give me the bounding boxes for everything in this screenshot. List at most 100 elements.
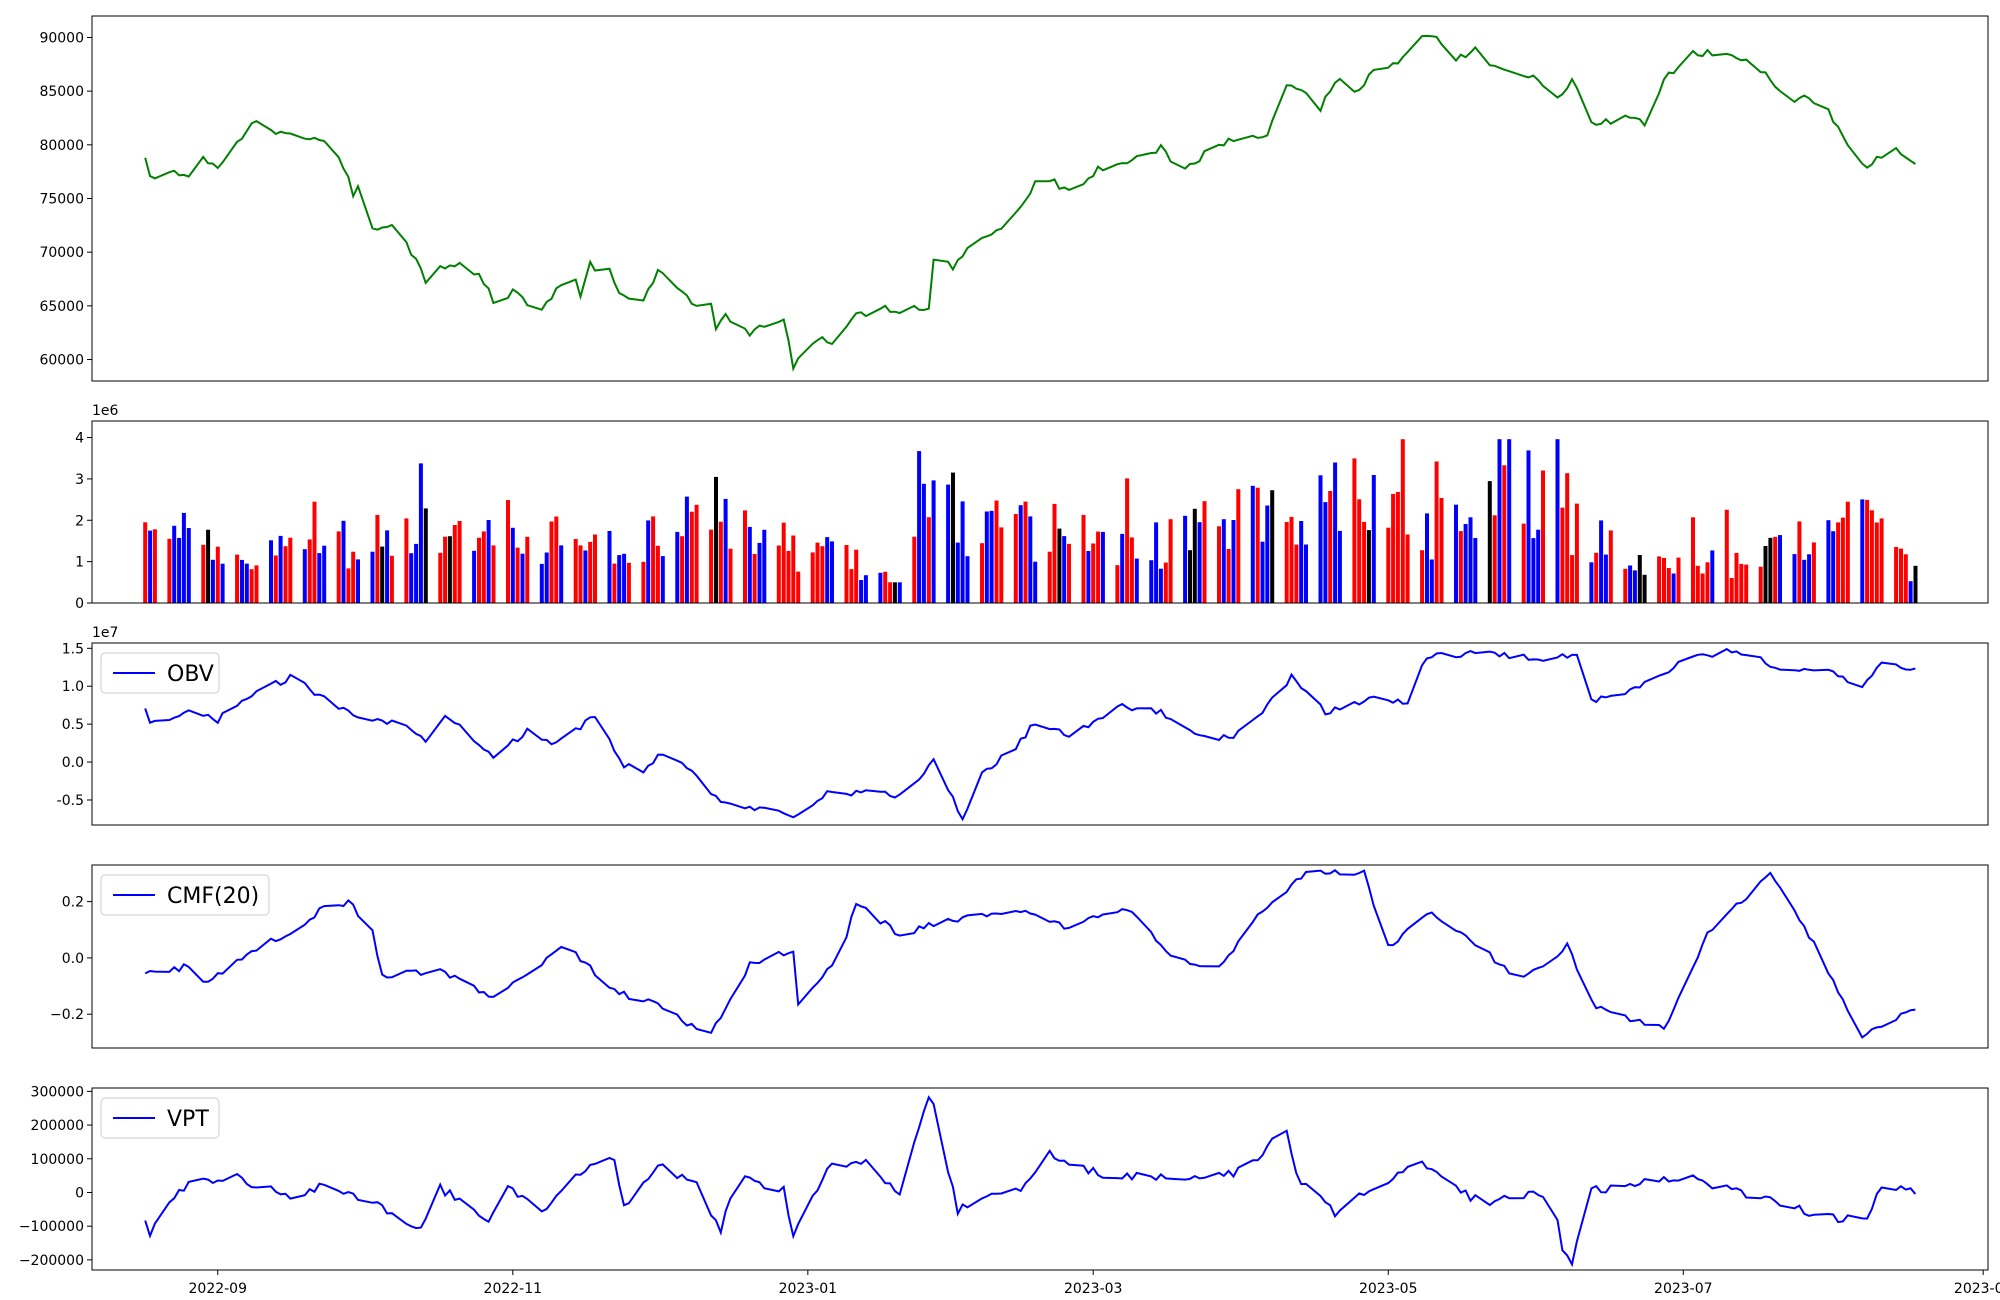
- volume-bar: [1603, 554, 1608, 603]
- axis-offset-label: 1e7: [92, 625, 118, 641]
- volume-bar: [148, 530, 153, 603]
- volume-bar: [1555, 439, 1560, 603]
- volume-bar: [1807, 554, 1812, 603]
- volume-bar: [1691, 517, 1695, 603]
- volume-bar: [994, 500, 999, 603]
- volume-bar: [786, 551, 791, 603]
- axes-frame: [91, 15, 1989, 382]
- volume-bar: [723, 498, 728, 603]
- legend-label: CMF(20): [167, 884, 259, 909]
- volume-bar: [1739, 563, 1744, 603]
- volume-bar: [1773, 536, 1778, 603]
- volume-bar: [646, 520, 651, 603]
- volume-bar: [607, 531, 612, 603]
- volume-bar: [714, 476, 718, 603]
- volume-bar: [1294, 544, 1299, 603]
- volume-bar: [1323, 502, 1328, 603]
- y-tick-label: 60000: [39, 353, 84, 369]
- volume-bar: [423, 508, 428, 603]
- volume-bar: [1333, 462, 1338, 603]
- volume-bar: [244, 563, 249, 603]
- volume-bar: [854, 549, 859, 603]
- volume-bar: [622, 553, 627, 603]
- volume-bar: [1371, 475, 1376, 603]
- volume-bar: [1033, 561, 1038, 603]
- volume-bar: [1637, 555, 1642, 603]
- volume-bar: [1705, 562, 1710, 603]
- volume-bar: [1395, 492, 1400, 603]
- volume-bar: [1386, 527, 1391, 603]
- volume-bar: [1700, 573, 1705, 603]
- volume-bar: [820, 546, 825, 603]
- legend-label: VPT: [167, 1107, 209, 1132]
- volume-bar: [1623, 568, 1628, 603]
- axes-frame: [91, 642, 1989, 826]
- volume-bar: [728, 548, 733, 603]
- volume-bar: [1763, 546, 1768, 603]
- volume-bar: [1081, 514, 1086, 603]
- volume-bar: [578, 545, 583, 603]
- x-tick-label: 2022-09: [189, 1281, 248, 1297]
- panel-cmf-20-: −0.2 0.0 0.2 CMF(20): [50, 864, 1989, 1049]
- volume-bar: [1536, 529, 1541, 603]
- volume-bar: [1062, 536, 1067, 603]
- volume-bar: [1594, 552, 1599, 603]
- volume-bar: [689, 511, 694, 603]
- volume-bar: [181, 512, 186, 603]
- volume-bar: [317, 553, 322, 603]
- y-tick-label: -0.5: [57, 793, 84, 809]
- volume-bar: [351, 551, 356, 603]
- volume-bar: [404, 518, 409, 603]
- y-tick-label: 85000: [39, 84, 84, 100]
- volume-bar: [172, 525, 177, 603]
- volume-bar: [684, 496, 689, 603]
- volume-bar: [757, 542, 762, 603]
- y-tick-label: 2: [75, 513, 84, 529]
- volume-bar: [1826, 520, 1831, 603]
- volume-bar: [1192, 508, 1197, 603]
- volume-bar: [583, 550, 588, 603]
- volume-bar: [1676, 557, 1681, 603]
- axes-frame: [91, 420, 1989, 604]
- volume-bar: [1197, 522, 1202, 603]
- volume-bar: [1018, 505, 1023, 603]
- volume-bar: [694, 504, 699, 603]
- y-tick-label: 0.2: [62, 895, 84, 911]
- volume-bar: [1023, 501, 1028, 603]
- volume-bar: [1768, 537, 1773, 603]
- volume-bar: [917, 451, 922, 603]
- volume-bar: [1671, 573, 1676, 603]
- volume-bar: [1589, 562, 1594, 603]
- volume-bar: [322, 545, 327, 603]
- volume-bar: [177, 537, 182, 603]
- volume-bar: [554, 516, 559, 603]
- volume-bar: [220, 563, 225, 603]
- volume-bar: [1260, 541, 1265, 603]
- volume-bar: [1599, 520, 1604, 603]
- volume-bar: [1091, 543, 1096, 603]
- volume-bar: [651, 516, 656, 603]
- volume-bar: [1362, 521, 1367, 603]
- legend-label: OBV: [167, 662, 214, 687]
- x-tick-label: 2023-09: [1954, 1281, 2000, 1297]
- legend-box: [100, 1097, 220, 1139]
- volume-bar: [1115, 565, 1120, 603]
- volume-bar: [1758, 566, 1763, 603]
- volume-bar: [1570, 555, 1575, 603]
- volume-bar: [680, 536, 685, 603]
- volume-bar: [859, 580, 864, 603]
- volume-bar: [346, 568, 351, 603]
- volume-bar: [1047, 551, 1052, 603]
- volume-bar: [752, 554, 757, 603]
- volume-bar: [1908, 581, 1913, 603]
- volume-bar: [235, 554, 240, 603]
- volume-bar: [1492, 515, 1497, 603]
- volume-bar: [544, 552, 549, 603]
- volume-bar: [1657, 556, 1662, 603]
- y-tick-label: 65000: [39, 299, 84, 315]
- volume-bar: [1903, 554, 1908, 603]
- volume-bar: [897, 582, 902, 603]
- series-line-cmf-20-: [144, 869, 1916, 1039]
- y-tick-label: −100000: [19, 1219, 84, 1235]
